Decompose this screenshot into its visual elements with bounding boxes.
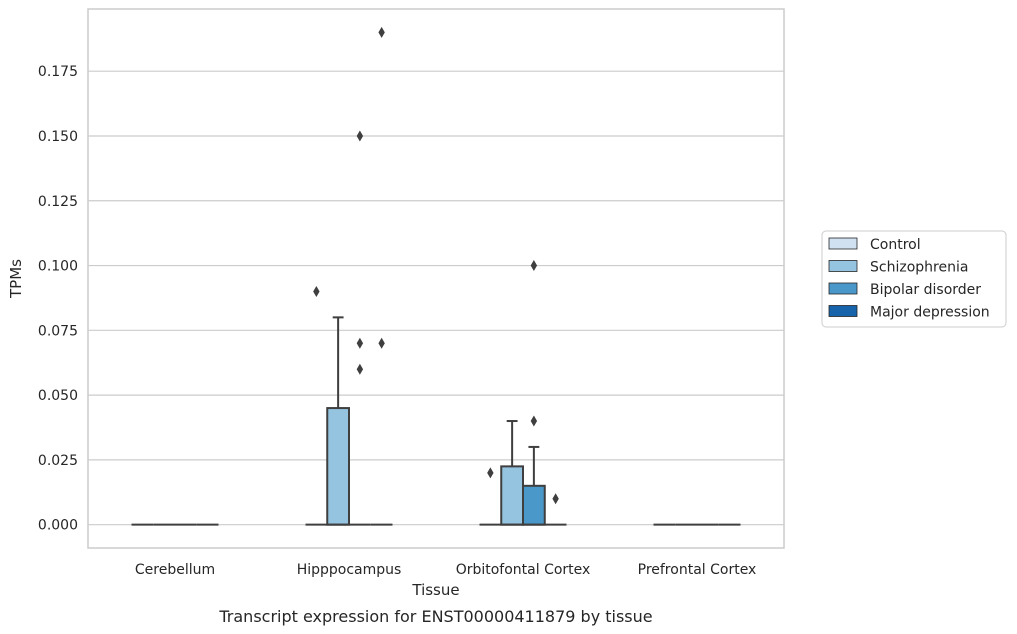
legend-swatch [828,260,858,272]
y-tick-label: 0.175 [38,64,78,80]
x-tick-label: Prefrontal Cortex [638,562,757,578]
legend: Control Schizophrenia Bipolar disorder Majo… [821,230,1007,328]
box-schizophrenia [326,316,350,526]
legend-label: Major depression [870,305,990,321]
box-major-depression [544,493,567,526]
legend-swatch [828,237,858,250]
box-bipolar-disorder [349,130,371,526]
box-plot-groups [131,26,741,526]
outlier-point [356,363,364,375]
box-body [326,407,350,526]
y-tick-label: 0.025 [38,453,78,469]
box-bipolar-disorder [522,260,546,526]
y-tick-label: 0.150 [38,129,78,145]
box-major-depression [370,26,393,526]
x-tick-labels: Cerebellum Hipppocampus Orbitofontal Corte… [135,562,756,578]
y-axis-label: TPMs [7,259,25,299]
outlier-point [530,415,538,427]
grid-lines [88,70,784,526]
y-tick-label: 0.050 [38,388,78,404]
box-schizophrenia [500,420,524,526]
box-body [500,465,524,526]
chart-caption: Transcript expression for ENST0000041187… [218,607,652,626]
x-tick-label: Orbitofontal Cortex [456,562,591,578]
outlier-point [378,26,385,38]
legend-frame [821,230,1007,328]
legend-swatch [828,282,858,295]
x-tick-label: Cerebellum [135,562,215,578]
y-tick-label: 0.075 [38,323,78,339]
box-control [479,467,502,526]
legend-label: Bipolar disorder [870,282,981,298]
outlier-point [313,285,320,297]
y-tick-label: 0.100 [38,259,78,275]
outlier-point [356,130,364,142]
x-tick-label: Hipppocampus [297,562,402,578]
legend-label: Control [870,237,921,253]
plot-area-frame [87,8,785,549]
x-axis-label: Tissue [411,581,459,599]
box-control [305,285,328,526]
y-tick-label: 0.000 [38,518,78,534]
outlier-point [530,260,538,272]
y-tick-labels: 0.000 0.025 0.050 0.075 0.100 0.125 0.150 0.175 [38,64,78,533]
outlier-point [356,337,364,349]
box-body [522,484,546,526]
outlier-point [378,337,385,349]
outlier-point [552,493,559,505]
y-tick-label: 0.125 [38,194,78,210]
legend-swatch [828,305,858,317]
outlier-point [487,467,494,479]
legend-label: Schizophrenia [870,260,968,276]
